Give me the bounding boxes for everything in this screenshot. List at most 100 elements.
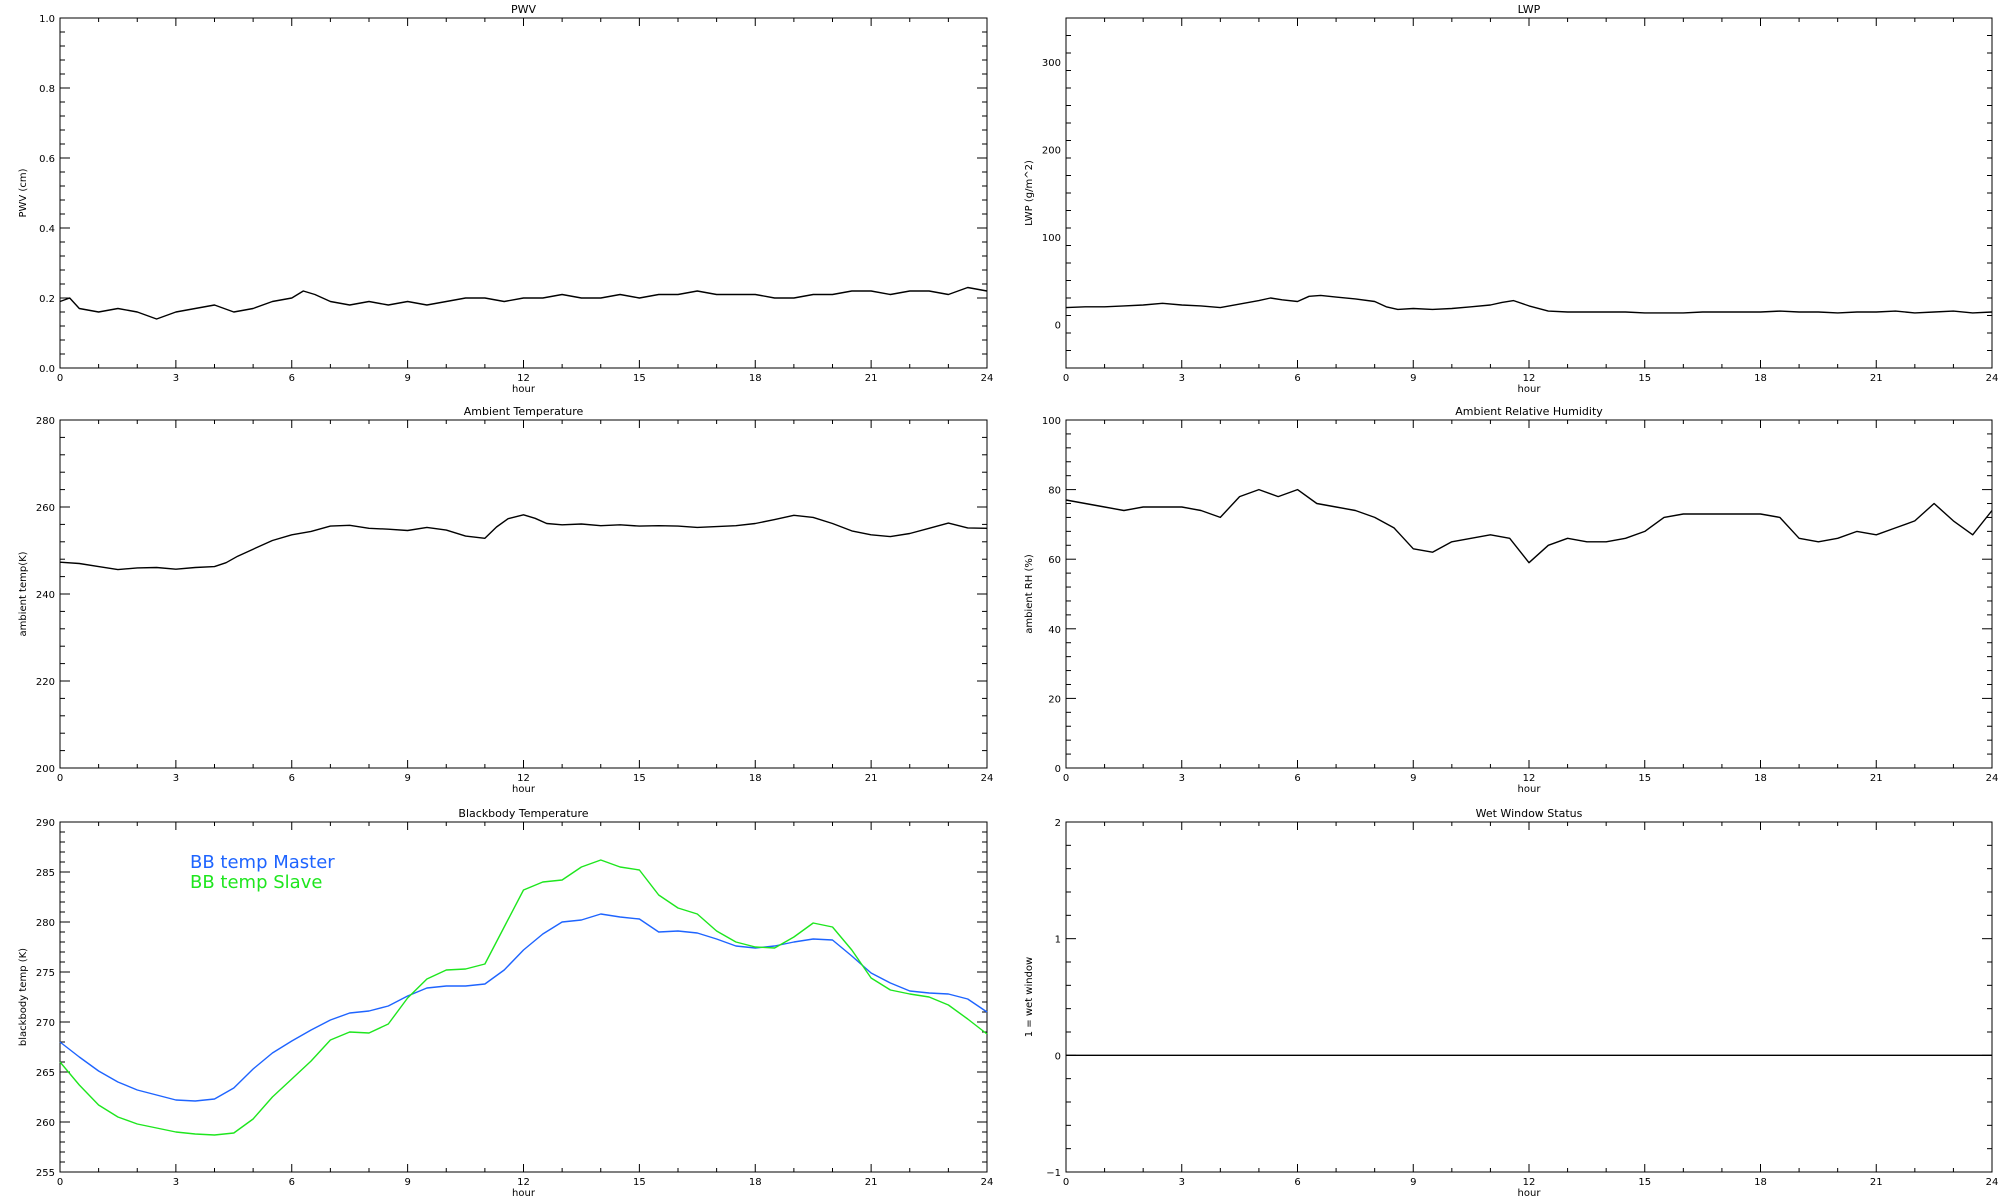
pwv-xlabel: hour <box>512 384 536 395</box>
wet-window-title: Wet Window Status <box>1476 807 1583 820</box>
wet-window-xtick-label: 18 <box>1754 1177 1767 1188</box>
ambient-temp-ylabel: ambient temp(K) <box>18 551 29 636</box>
lwp-xtick-label: 6 <box>1294 373 1300 384</box>
ambient-rh-ytick-label: 80 <box>1048 486 1061 497</box>
lwp-panel: LWP 0 3 6 9 12 15 18 21 24 hour 0 100 200 300 LWP (g/m^… <box>1024 3 1998 395</box>
wet-window-xtick-label: 12 <box>1523 1177 1536 1188</box>
wet-window-xtick-label: 21 <box>1870 1177 1883 1188</box>
lwp-ylabel: LWP (g/m^2) <box>1024 160 1035 226</box>
wet-window-xtick-label: 0 <box>1063 1177 1069 1188</box>
ambient-rh-ytick-label: 40 <box>1048 625 1061 636</box>
ambient-rh-ytick-label: 20 <box>1048 694 1061 705</box>
wet-window-xlabel: hour <box>1518 1188 1542 1199</box>
blackbody-temp-xtick-label: 0 <box>57 1177 63 1188</box>
pwv-ytick-label: 0.0 <box>39 364 55 375</box>
pwv-panel: PWV 0 3 6 9 12 15 18 21 24 hour 0.0 0.2 0.4 0.6 0.8 1.0 P… <box>18 3 993 395</box>
ambient-rh-plot-frame <box>1065 419 1993 769</box>
blackbody-temp-ylabel: blackbody temp (K) <box>18 948 29 1046</box>
pwv-xtick-label: 0 <box>57 373 63 384</box>
ambient-rh-panel: Ambient Relative Humidity 0 3 6 9 12 15 18 21 24 h… <box>1024 405 1998 795</box>
blackbody-temp-ytick-label: 260 <box>36 1118 55 1129</box>
ambient-rh-xtick-label: 21 <box>1870 773 1883 784</box>
ambient-rh-ylabel: ambient RH (%) <box>1024 554 1035 634</box>
lwp-xtick-label: 3 <box>1179 373 1185 384</box>
ambient-rh-series-0-line <box>1065 488 1993 564</box>
ambient-temp-xtick-label: 6 <box>289 773 295 784</box>
blackbody-temp-title: Blackbody Temperature <box>458 807 588 820</box>
lwp-plot-frame <box>1065 17 1993 369</box>
ambient-rh-xlabel: hour <box>1518 784 1542 795</box>
pwv-series-0-line <box>59 286 988 320</box>
lwp-ytick-label: 300 <box>1042 58 1061 69</box>
lwp-xtick-label: 0 <box>1063 373 1069 384</box>
blackbody-temp-xtick-label: 21 <box>865 1177 878 1188</box>
ambient-rh-ytick-label: 60 <box>1048 555 1061 566</box>
ambient-temp-ytick-label: 260 <box>36 503 55 514</box>
lwp-xtick-label: 12 <box>1523 373 1536 384</box>
ambient-rh-xtick-label: 3 <box>1179 773 1185 784</box>
ambient-temp-ytick-label: 280 <box>36 416 55 427</box>
ambient-temp-panel: Ambient Temperature 0 3 6 9 12 15 18 21 24 hour 200… <box>18 405 993 795</box>
pwv-ytick-label: 0.4 <box>39 224 55 235</box>
ambient-temp-plot-frame <box>59 419 988 769</box>
blackbody-temp-xtick-label: 9 <box>404 1177 410 1188</box>
wet-window-ytick-label: 0 <box>1055 1051 1061 1062</box>
lwp-xtick-label: 9 <box>1410 373 1416 384</box>
ambient-temp-xtick-label: 0 <box>57 773 63 784</box>
ambient-temp-xtick-label: 12 <box>517 773 530 784</box>
lwp-xtick-label: 18 <box>1754 373 1767 384</box>
ambient-temp-xtick-label: 3 <box>173 773 179 784</box>
blackbody-temp-ytick-label: 265 <box>36 1068 55 1079</box>
ambient-rh-ytick-label: 100 <box>1042 416 1061 427</box>
blackbody-temp-xlabel: hour <box>512 1188 536 1199</box>
pwv-ytick-label: 1.0 <box>39 14 55 25</box>
pwv-xtick-label: 9 <box>404 373 410 384</box>
ambient-temp-xtick-label: 21 <box>865 773 878 784</box>
ambient-rh-xtick-label: 6 <box>1294 773 1300 784</box>
ambient-rh-xtick-label: 15 <box>1638 773 1651 784</box>
wet-window-plot-frame <box>1065 821 1993 1173</box>
ambient-temp-xtick-label: 15 <box>633 773 646 784</box>
pwv-xtick-label: 6 <box>289 373 295 384</box>
ambient-temp-ytick-label: 240 <box>36 590 55 601</box>
blackbody-temp-xtick-label: 18 <box>749 1177 762 1188</box>
wet-window-ylabel: 1 = wet window <box>1024 957 1035 1037</box>
blackbody-temp-panel: Blackbody Temperature 0 3 6 9 12 15 18 21 24 hour 2… <box>18 807 993 1199</box>
wet-window-xtick-label: 6 <box>1294 1177 1300 1188</box>
ambient-rh-title: Ambient Relative Humidity <box>1455 405 1603 418</box>
ambient-rh-xtick-label: 24 <box>1986 773 1999 784</box>
blackbody-temp-xtick-label: 12 <box>517 1177 530 1188</box>
ambient-rh-ytick-label: 0 <box>1055 764 1061 775</box>
lwp-xtick-label: 21 <box>1870 373 1883 384</box>
ambient-temp-xtick-label: 9 <box>404 773 410 784</box>
lwp-title: LWP <box>1518 3 1541 16</box>
wet-window-ytick-label: 1 <box>1055 935 1061 946</box>
pwv-xtick-label: 12 <box>517 373 530 384</box>
pwv-xtick-label: 24 <box>981 373 994 384</box>
ambient-rh-xtick-label: 12 <box>1523 773 1536 784</box>
wet-window-xtick-label: 15 <box>1638 1177 1651 1188</box>
pwv-ytick-label: 0.8 <box>39 84 55 95</box>
pwv-ylabel: PWV (cm) <box>18 168 29 217</box>
bb-temp-master-line <box>59 913 988 1102</box>
legend-bb-temp-master: BB temp Master <box>190 852 335 873</box>
ambient-rh-xtick-label: 9 <box>1410 773 1416 784</box>
pwv-xtick-label: 21 <box>865 373 878 384</box>
ambient-rh-xtick-label: 18 <box>1754 773 1767 784</box>
ambient-temp-ytick-label: 220 <box>36 677 55 688</box>
blackbody-temp-ytick-label: 285 <box>36 868 55 879</box>
ambient-temp-ytick-label: 200 <box>36 764 55 775</box>
bb-temp-slave-line <box>59 859 988 1136</box>
ambient-temp-xtick-label: 24 <box>981 773 994 784</box>
wet-window-xtick-label: 9 <box>1410 1177 1416 1188</box>
pwv-ytick-label: 0.2 <box>39 294 55 305</box>
lwp-ytick-label: 0 <box>1055 320 1061 331</box>
ambient-temp-xtick-label: 18 <box>749 773 762 784</box>
blackbody-temp-ytick-label: 275 <box>36 968 55 979</box>
pwv-xtick-label: 15 <box>633 373 646 384</box>
blackbody-temp-xtick-label: 24 <box>981 1177 994 1188</box>
blackbody-temp-ytick-label: 280 <box>36 918 55 929</box>
lwp-series-0-line <box>1065 294 1993 314</box>
